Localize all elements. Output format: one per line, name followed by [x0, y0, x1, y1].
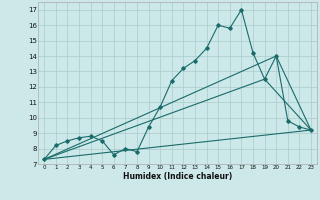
X-axis label: Humidex (Indice chaleur): Humidex (Indice chaleur)	[123, 172, 232, 181]
